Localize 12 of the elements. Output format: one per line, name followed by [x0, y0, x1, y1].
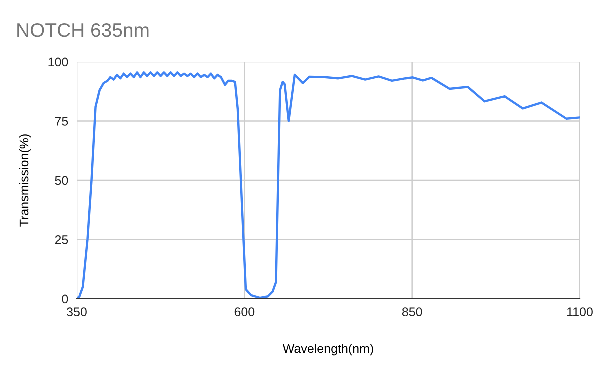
chart-title: NOTCH 635nm: [18, 23, 149, 38]
x-tick-label: 850: [402, 308, 422, 317]
y-tick-label: 100: [48, 58, 68, 67]
x-tick-label: 1100: [568, 308, 593, 317]
y-tick-label: 75: [55, 117, 68, 126]
y-tick-label: 0: [62, 294, 68, 304]
x-axis-title: Wavelength(nm): [282, 344, 374, 356]
x-tick-label: 600: [234, 308, 255, 317]
y-tick-label: 50: [55, 176, 68, 186]
y-axis-title: Transmission(%): [19, 134, 32, 227]
x-tick-label: 350: [67, 308, 87, 317]
y-tick-label: 25: [55, 236, 68, 244]
